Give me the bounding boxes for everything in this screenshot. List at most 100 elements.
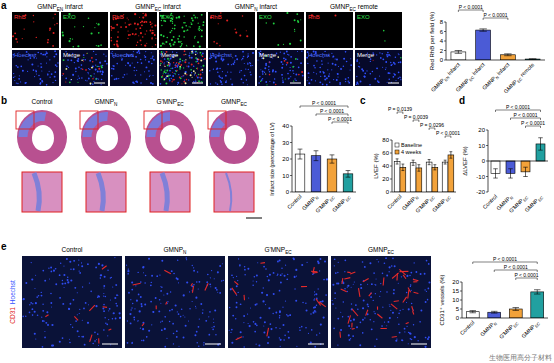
texture-dot [182,60,183,61]
texture-dot [189,52,190,53]
texture-dot [141,340,142,341]
texture-dot [344,288,346,290]
texture-dot [135,285,136,286]
texture-dot [219,77,220,78]
texture-dot [13,73,14,74]
texture-dot [390,64,392,66]
text-part: GMNP [368,246,388,253]
texture-dot [194,74,195,75]
texture-dot [119,312,121,314]
texture-dot [184,16,185,17]
texture-dot [145,51,146,52]
texture-dot [29,311,31,313]
texture-dot [77,60,79,62]
texture-dot [223,280,224,281]
texture-dot [88,304,89,305]
texture-dot [52,45,54,47]
texture-dot [195,81,196,82]
texture-dot [93,77,94,78]
texture-dot [161,329,163,331]
texture-dot [185,82,187,84]
texture-dot [161,20,162,21]
texture-dot [323,279,325,281]
legend-label: 4 weeks [401,149,421,155]
texture-dot [247,268,249,270]
texture-dot [182,75,183,76]
texture-dot [151,275,153,277]
texture-dot [170,291,171,292]
texture-dot [146,78,148,80]
texture-dot [327,69,328,70]
texture-dot [164,43,165,44]
texture-dot [200,52,202,54]
texture-dot [424,289,425,290]
texture-dot [100,274,102,276]
p-value: P < 0.0001 [493,256,517,262]
texture-dot [67,281,69,283]
texture-dot [230,332,231,333]
texture-dot [240,303,242,305]
texture-dot [114,79,116,81]
texture-dot [358,66,359,67]
texture-dot [127,273,129,275]
texture-dot [293,80,294,81]
channel-label: Merge [259,52,277,58]
text-part: remote [356,3,378,10]
texture-dot [95,78,97,80]
marks [491,138,545,178]
texture-dot [198,80,200,82]
texture-dot [340,68,342,70]
y-tick [290,126,292,127]
texture-dot [394,74,396,76]
texture-dot [195,297,197,299]
texture-dot [20,66,22,68]
texture-dot [36,74,37,75]
group-title: GMNPN [164,246,187,255]
texture-dot [279,310,281,312]
texture-dot [362,307,364,309]
texture-dot [300,19,301,20]
channel-label: EXO [357,14,370,20]
texture-dot [131,282,133,284]
texture-dot [293,73,294,74]
subscript: N [114,102,117,107]
texture-dot [185,25,187,27]
texture-dot [50,302,52,304]
texture-dot [117,44,118,45]
texture-dot [167,301,168,302]
texture-dot [236,285,238,287]
histology-group: G'MNPEC [144,98,195,212]
texture-dot [148,61,150,63]
texture-dot [411,303,413,305]
texture-dot [94,332,96,334]
significance-bracket [332,122,348,124]
texture-dot [97,66,98,67]
texture-dot [134,319,135,320]
text-part: GMNP [221,98,241,105]
texture-dot [103,287,104,288]
texture-dot [138,35,139,36]
texture-dot [272,69,274,71]
texture-dot [128,63,129,64]
axis-label: CD31⁺ vessels (%) [439,274,445,325]
texture-dot [121,59,123,61]
micrograph [110,12,157,48]
texture-dot [342,316,343,317]
tick-label: 0 [286,189,290,195]
texture-dot [193,270,195,272]
p-value: P < 0.0001 [436,130,460,136]
texture-dot [314,306,316,308]
texture-dot [218,75,220,77]
texture-dot [380,283,381,284]
texture-dot [172,28,173,29]
texture-dot [230,72,231,73]
texture-dot [38,295,40,297]
error-bar [470,311,476,313]
texture-dot [361,68,363,70]
texture-dot [168,75,170,77]
texture-dot [23,298,25,300]
texture-dot [214,278,215,279]
texture-dot [42,81,43,82]
texture-dot [139,52,141,54]
tick-label: -20 [476,189,485,195]
